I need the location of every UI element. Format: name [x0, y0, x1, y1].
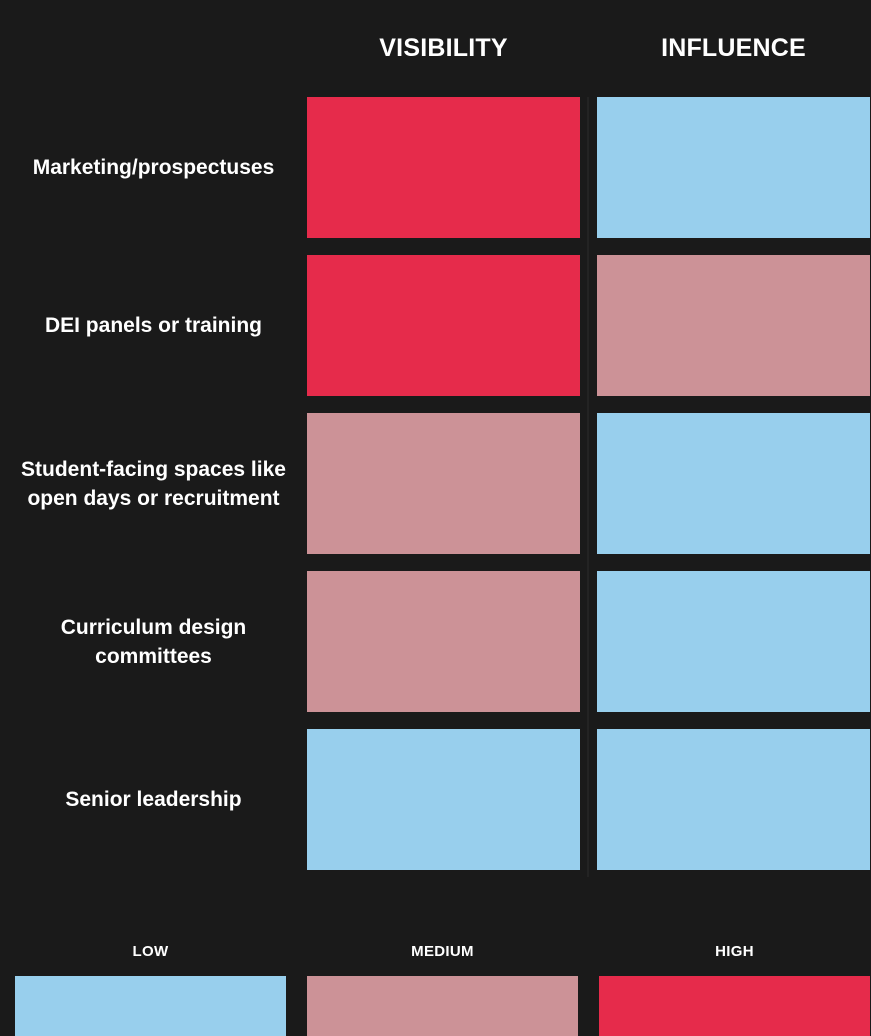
heatmap-cell-r4-influence	[597, 571, 870, 712]
row-label-senior-leadership: Senior leadership	[65, 788, 242, 811]
heatmap-cell-r5-visibility	[307, 729, 580, 870]
heatmap-cell-r5-influence	[597, 729, 870, 870]
column-header-influence: INFLUENCE	[661, 34, 806, 62]
heatmap-cell-r1-influence	[597, 97, 870, 238]
legend-swatch-high	[599, 976, 870, 1036]
legend-swatch-medium	[307, 976, 578, 1036]
row-label-student-facing: Student-facing spaces like open days or …	[21, 457, 286, 510]
heatmap-cell-r4-visibility	[307, 571, 580, 712]
heatmap-cell-r2-visibility	[307, 255, 580, 396]
heatmap-cell-r2-influence	[597, 255, 870, 396]
column-divider	[587, 97, 589, 877]
heatmap-cell-r3-influence	[597, 413, 870, 554]
row-label-dei-panels: DEI panels or training	[44, 314, 263, 337]
legend-label-high: HIGH	[715, 943, 754, 960]
column-header-visibility: VISIBILITY	[379, 34, 508, 62]
heatmap-cell-r3-visibility	[307, 413, 580, 554]
legend-swatch-low	[15, 976, 286, 1036]
legend-label-medium: MEDIUM	[411, 943, 474, 960]
row-label-curriculum: Curriculum design committees	[60, 615, 247, 668]
legend-label-low: LOW	[132, 943, 169, 960]
heatmap-cell-r1-visibility	[307, 97, 580, 238]
row-label-marketing: Marketing/prospectuses	[32, 156, 275, 179]
